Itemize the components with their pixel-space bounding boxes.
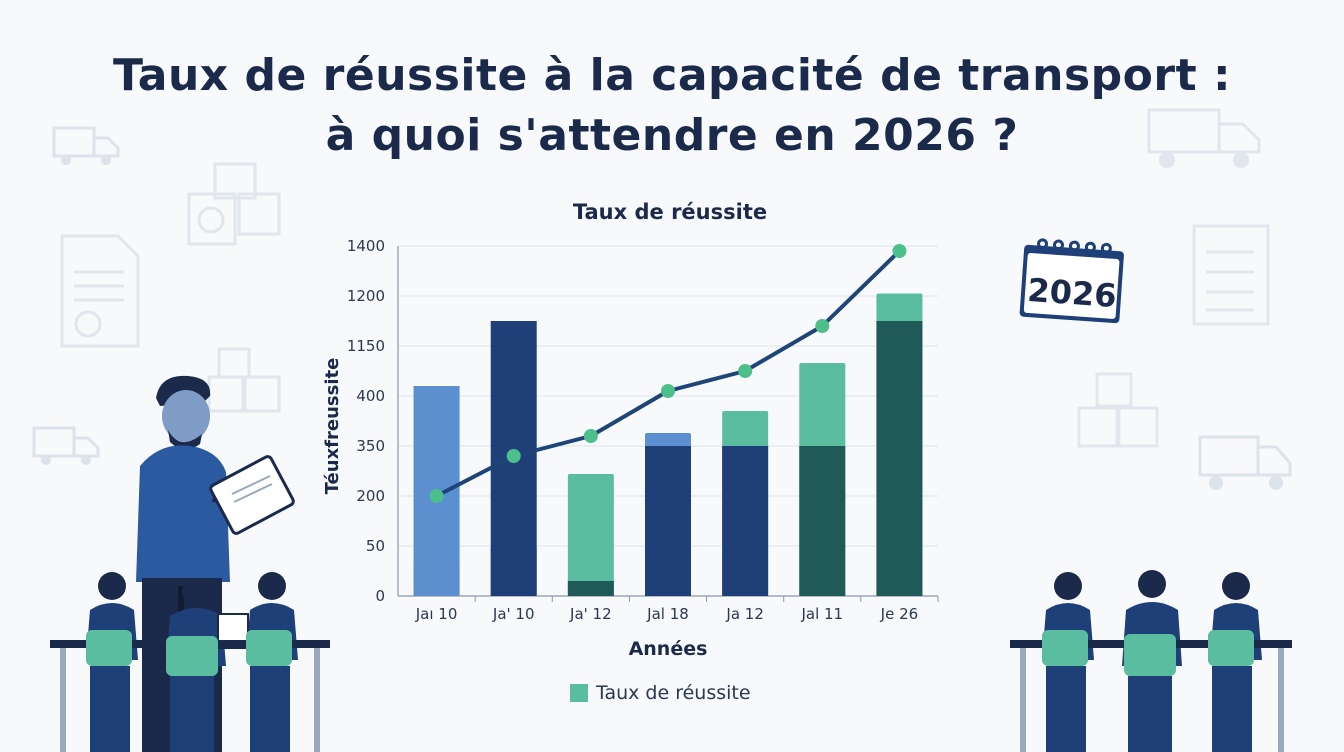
bar — [567, 474, 614, 596]
y-tick-label: 1200 — [347, 287, 385, 305]
x-tick-label: Jal 11 — [800, 605, 843, 623]
x-axis-title: Années — [629, 638, 708, 660]
x-tick-label: Ja 12 — [725, 605, 763, 623]
trend-point — [661, 384, 675, 398]
y-tick-label: 400 — [356, 387, 385, 405]
truck-icon — [1147, 108, 1261, 168]
legend-label: Taux de réussite — [596, 682, 751, 704]
trend-point — [738, 364, 753, 378]
bar-bottom-segment — [645, 446, 691, 596]
truck-icon — [32, 426, 100, 465]
x-tick-label: Ja' 10 — [492, 605, 535, 623]
students-illustration — [1010, 570, 1292, 752]
legend-swatch — [570, 684, 588, 702]
students-illustration — [50, 572, 330, 752]
checklist-icon — [1192, 224, 1270, 326]
page-title: Taux de réussite à la capacité de transp… — [112, 50, 1232, 101]
trend-point — [506, 449, 521, 463]
y-tick-label: 1150 — [347, 337, 385, 355]
bar-bottom-segment — [567, 581, 614, 596]
bar-bottom-segment — [799, 446, 846, 596]
y-tick-label: 200 — [356, 487, 385, 505]
y-axis-title: Téuxfreussite — [322, 358, 343, 495]
y-tick-label: 350 — [356, 437, 385, 455]
x-tick-label: Jal 18 — [646, 605, 689, 623]
bar-bottom-segment — [722, 446, 769, 596]
trend-point — [429, 489, 444, 503]
calendar-icon: 2026 — [1016, 238, 1128, 324]
truck-icon — [52, 126, 120, 165]
boxes-icon — [1077, 372, 1159, 448]
box-icon — [187, 162, 281, 246]
chart-legend: Taux de réussite — [570, 682, 751, 704]
calendar-year: 2026 — [1026, 270, 1118, 316]
trend-point — [583, 429, 598, 443]
x-tick-label: Jaı 10 — [415, 605, 458, 623]
truck-icon — [1198, 435, 1292, 490]
document-icon — [60, 234, 140, 348]
y-tick-label: 1400 — [347, 237, 385, 255]
page-subtitle: à quoi s'attendre en 2026 ? — [325, 110, 1019, 161]
trend-point — [892, 244, 907, 258]
x-tick-label: Ja' 12 — [569, 605, 612, 623]
y-tick-label: 0 — [375, 587, 385, 605]
y-tick-label: 50 — [366, 537, 385, 555]
x-tick-label: Je 26 — [880, 605, 919, 623]
chart-title: Taux de réussite — [572, 200, 768, 224]
trend-point — [815, 319, 830, 333]
bar-bottom-segment — [876, 321, 923, 596]
